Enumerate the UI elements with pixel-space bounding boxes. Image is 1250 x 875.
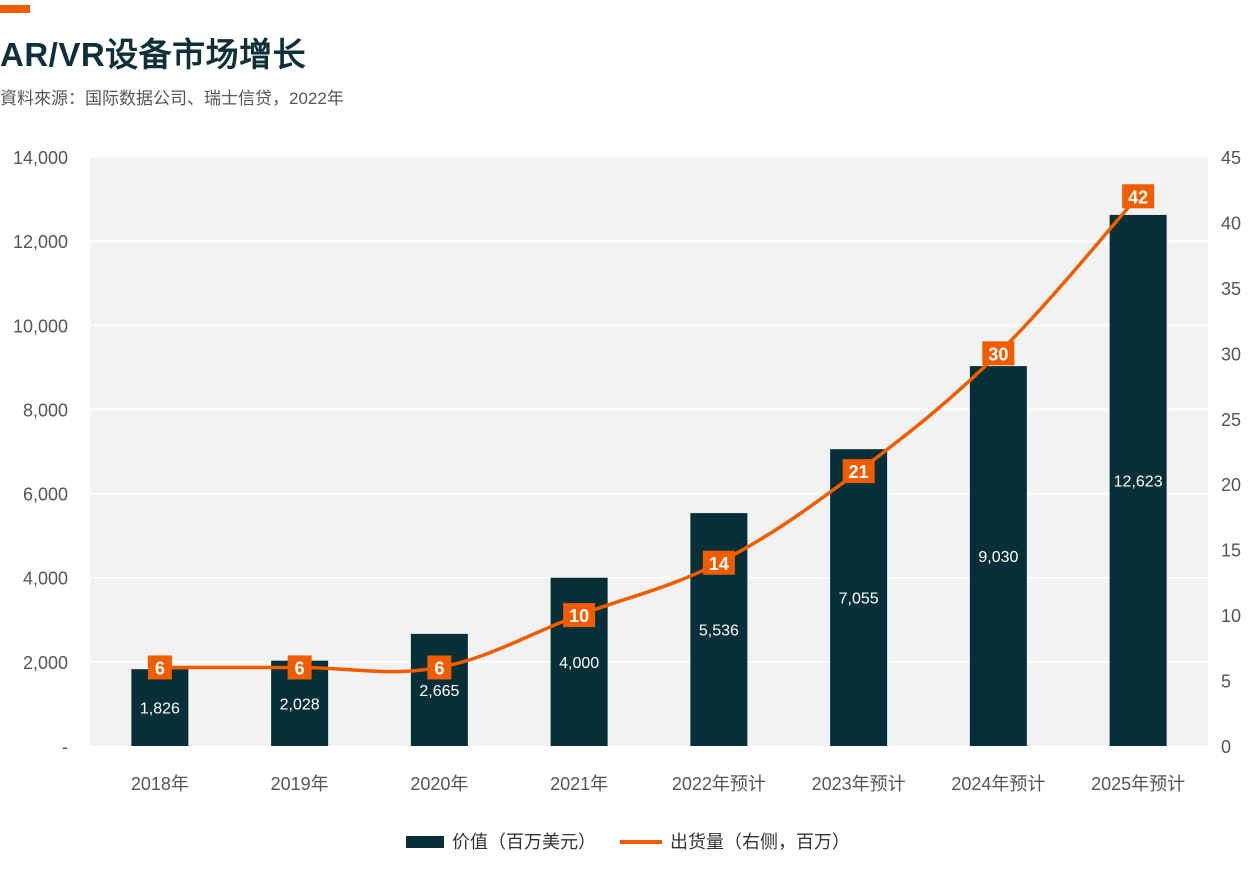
line-value-label: 30 [988,344,1008,364]
bar [410,633,468,746]
bar-value-label: 9,030 [978,549,1018,566]
left-tick-label: 4,000 [23,569,68,589]
line-value-label: 6 [434,658,444,678]
line-value-label: 10 [569,606,589,626]
left-axis: - 2,000 4,000 6,000 8,000 10,000 12,000 14,000 [13,148,68,757]
left-tick-label: 2,000 [23,653,68,673]
line-value-label: 6 [155,658,165,678]
right-tick-label: 0 [1221,737,1231,757]
line-point-marker [563,603,596,628]
bar-value-label: 7,055 [839,591,879,608]
line-point-marker [702,550,735,575]
bar-value-label: 12,623 [1114,473,1163,490]
right-tick-label: 35 [1221,279,1241,299]
bar-value-label: 2,028 [280,696,320,713]
x-tick-label: 2024年预计 [951,774,1045,794]
legend-bar-label: 价值（百万美元） [452,832,596,852]
x-tick-label: 2020年 [410,774,468,794]
left-tick-label: 6,000 [23,485,68,505]
right-tick-label: 15 [1221,541,1241,561]
left-tick-label: 10,000 [13,316,68,336]
right-tick-label: 45 [1221,148,1241,168]
chart-title: AR/VR设备市场增长 [0,36,307,73]
bar-value-label: 1,826 [140,701,180,718]
bar [1109,214,1167,746]
x-axis: 2018年 2019年 2020年 2021年 2022年预计 2023年预计 2024年预… [131,774,1185,794]
x-tick-label: 2021年 [550,774,608,794]
x-tick-label: 2018年 [131,774,189,794]
right-tick-label: 40 [1221,213,1241,233]
right-tick-label: 10 [1221,606,1241,626]
line-value-label: 6 [295,658,305,678]
legend: 价值（百万美元） 出货量（右侧，百万） [406,832,850,852]
right-tick-label: 5 [1221,672,1231,692]
left-tick-label: 8,000 [23,400,68,420]
legend-line-label: 出货量（右侧，百万） [670,832,850,852]
x-tick-label: 2025年预计 [1091,774,1185,794]
line-point-marker [427,655,452,680]
bar-series [131,214,1167,746]
left-tick-label: - [62,737,68,757]
left-tick-label: 12,000 [13,232,68,252]
line-point-marker [147,655,172,680]
x-tick-label: 2019年 [271,774,329,794]
right-tick-label: 25 [1221,410,1241,430]
chart-source: 資料來源：国际数据公司、瑞士信贷，2022年 [0,89,344,108]
legend-bar-swatch [406,836,444,848]
plot-area [90,157,1208,746]
bar-value-label: 2,665 [419,683,459,700]
line-point-marker [1122,184,1155,209]
line-point-marker [982,341,1015,366]
accent-bar [0,5,30,13]
line-point-marker [842,459,875,484]
line-point-marker [287,655,312,680]
bar-data-labels: 1,826 2,028 2,665 4,000 5,536 7,055 9,030 12,62… [140,473,1163,717]
x-tick-label: 2022年预计 [672,774,766,794]
right-axis: 0 5 10 15 20 25 30 35 40 45 [1221,148,1241,757]
line-value-label: 42 [1128,187,1148,207]
left-tick-label: 14,000 [13,148,68,168]
line-value-label: 14 [709,554,729,574]
bar [131,669,189,746]
bar [830,449,888,746]
line-data-labels: 6 6 6 10 14 21 30 42 [147,184,1155,680]
right-tick-label: 30 [1221,344,1241,364]
bar-value-label: 4,000 [559,655,599,672]
x-tick-label: 2023年预计 [812,774,906,794]
line-value-label: 21 [849,462,869,482]
bar [969,366,1027,746]
bar-value-label: 5,536 [699,623,739,640]
right-tick-label: 20 [1221,475,1241,495]
